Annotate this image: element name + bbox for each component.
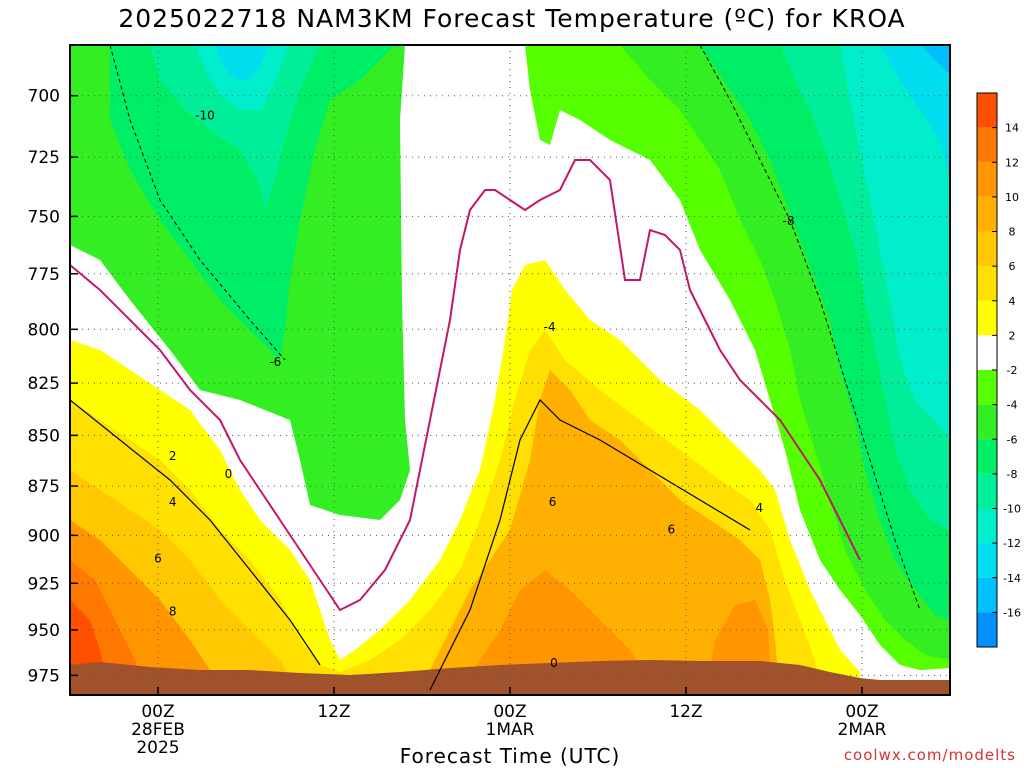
x-tick-label-0-1: 28FEB xyxy=(131,720,185,740)
contour-dash-1 xyxy=(109,45,286,361)
colorbar-label-6: 2 xyxy=(1009,329,1016,342)
x-axis-label: Forecast Time (UTC) xyxy=(399,744,621,768)
x-tick-label-4-0: 00Z xyxy=(845,702,878,722)
contour-label-8: 6 xyxy=(549,495,557,509)
contour-label-0: -10 xyxy=(195,109,215,123)
contour-label-12: 0 xyxy=(550,656,558,670)
fill-right-minus16 xyxy=(920,45,950,75)
chart-title: 2025022718 NAM3KM Forecast Temperature (… xyxy=(118,4,906,33)
contour-labels: -10 -6 2 0 4 6 8 -4 6 6 4 -8 0 xyxy=(154,109,795,670)
x-tick-label-0-2: 2025 xyxy=(136,738,179,758)
contour-label-7: -4 xyxy=(544,320,556,334)
colorbar-label-0: 14 xyxy=(1005,122,1019,135)
colorbar-segment-9 xyxy=(977,404,997,440)
colorbar-segment-14 xyxy=(977,577,997,613)
colorbar-segment-12 xyxy=(977,508,997,544)
fill-left-minus8 xyxy=(110,45,395,360)
colorbar-segment-4 xyxy=(977,231,997,267)
colorbar-label-11: -10 xyxy=(1003,503,1021,516)
x-tick-label-2-1: 1MAR xyxy=(486,720,535,740)
contour-label-9: 6 xyxy=(668,523,676,537)
colorbar: 14 12 10 8 6 4 2 -2 -4 -6 -8 -10 -12 -14 -16 xyxy=(976,92,1021,648)
colorbar-label-5: 4 xyxy=(1009,295,1016,308)
fill-left-minus10 xyxy=(150,45,320,210)
colorbar-label-2: 10 xyxy=(1005,191,1019,204)
contour-label-10: 4 xyxy=(756,501,764,515)
colorbar-segment-6 xyxy=(977,300,997,336)
y-tick-label-750: 750 xyxy=(28,207,60,227)
contour-label-2: 2 xyxy=(169,449,177,463)
contour-dash-2 xyxy=(699,45,921,611)
colorbar-segment-3 xyxy=(977,196,997,232)
colorbar-segment-7 xyxy=(977,335,997,370)
y-tick-label-825: 825 xyxy=(28,374,60,394)
y-tick-label-925: 925 xyxy=(28,574,60,594)
colorbar-label-10: -8 xyxy=(1007,468,1018,481)
colorbar-segment-13 xyxy=(977,543,997,578)
contour-label-3: 0 xyxy=(225,467,233,481)
gridlines xyxy=(70,45,950,695)
contour-label-5: 6 xyxy=(154,552,162,566)
colorbar-segment-15 xyxy=(977,612,997,647)
credit-text: coolwx.com/modelts xyxy=(843,746,1016,764)
contour-solid-1 xyxy=(70,399,321,666)
x-tick-label-3-0: 12Z xyxy=(669,702,702,722)
colorbar-label-13: -14 xyxy=(1003,572,1021,585)
contour-label-6: 8 xyxy=(169,604,177,618)
y-tick-label-800: 800 xyxy=(28,320,60,340)
y-tick-label-700: 700 xyxy=(28,87,60,107)
fill-right-minus12 xyxy=(840,45,950,440)
colorbar-label-8: -4 xyxy=(1007,399,1018,412)
y-tick-label-850: 850 xyxy=(28,426,60,446)
y-axis: 700 725 750 775 800 825 850 875 900 925 950 975 xyxy=(28,87,78,686)
x-tick-label-1-0: 12Z xyxy=(317,702,350,722)
y-tick-label-725: 725 xyxy=(28,148,60,168)
y-tick-label-900: 900 xyxy=(28,526,60,546)
colorbar-label-3: 8 xyxy=(1009,226,1016,239)
colorbar-segment-1 xyxy=(977,127,997,163)
fill-left-minus14 xyxy=(215,45,270,82)
colorbar-segment-0 xyxy=(977,93,997,128)
colorbar-segment-10 xyxy=(977,439,997,474)
contour-fills xyxy=(70,45,950,695)
colorbar-label-4: 6 xyxy=(1009,260,1016,273)
colorbar-label-7: -2 xyxy=(1007,364,1018,377)
contour-label-11: -8 xyxy=(783,214,795,228)
contour-label-1: -6 xyxy=(269,355,281,369)
y-tick-label-950: 950 xyxy=(28,621,60,641)
colorbar-label-1: 12 xyxy=(1005,156,1019,169)
contour-solid-2 xyxy=(429,398,751,691)
colorbar-label-9: -6 xyxy=(1007,433,1018,446)
x-tick-label-2-0: 00Z xyxy=(493,702,526,722)
y-tick-label-775: 775 xyxy=(28,265,60,285)
contour-label-4: 4 xyxy=(169,495,177,509)
colorbar-segment-5 xyxy=(977,266,997,301)
colorbar-segment-2 xyxy=(977,162,997,197)
colorbar-label-14: -16 xyxy=(1003,606,1021,619)
contour-lines xyxy=(70,45,921,691)
zero-isotherm-left xyxy=(70,159,861,612)
y-tick-label-875: 875 xyxy=(28,477,60,497)
colorbar-segment-8 xyxy=(977,370,997,405)
colorbar-segment-11 xyxy=(977,473,997,509)
y-tick-label-975: 975 xyxy=(28,666,60,686)
fill-right-minus14 xyxy=(880,45,950,180)
terrain xyxy=(70,660,950,695)
x-tick-label-0-0: 00Z xyxy=(141,702,174,722)
x-tick-label-4-1: 2MAR xyxy=(838,720,887,740)
colorbar-label-12: -12 xyxy=(1003,537,1021,550)
